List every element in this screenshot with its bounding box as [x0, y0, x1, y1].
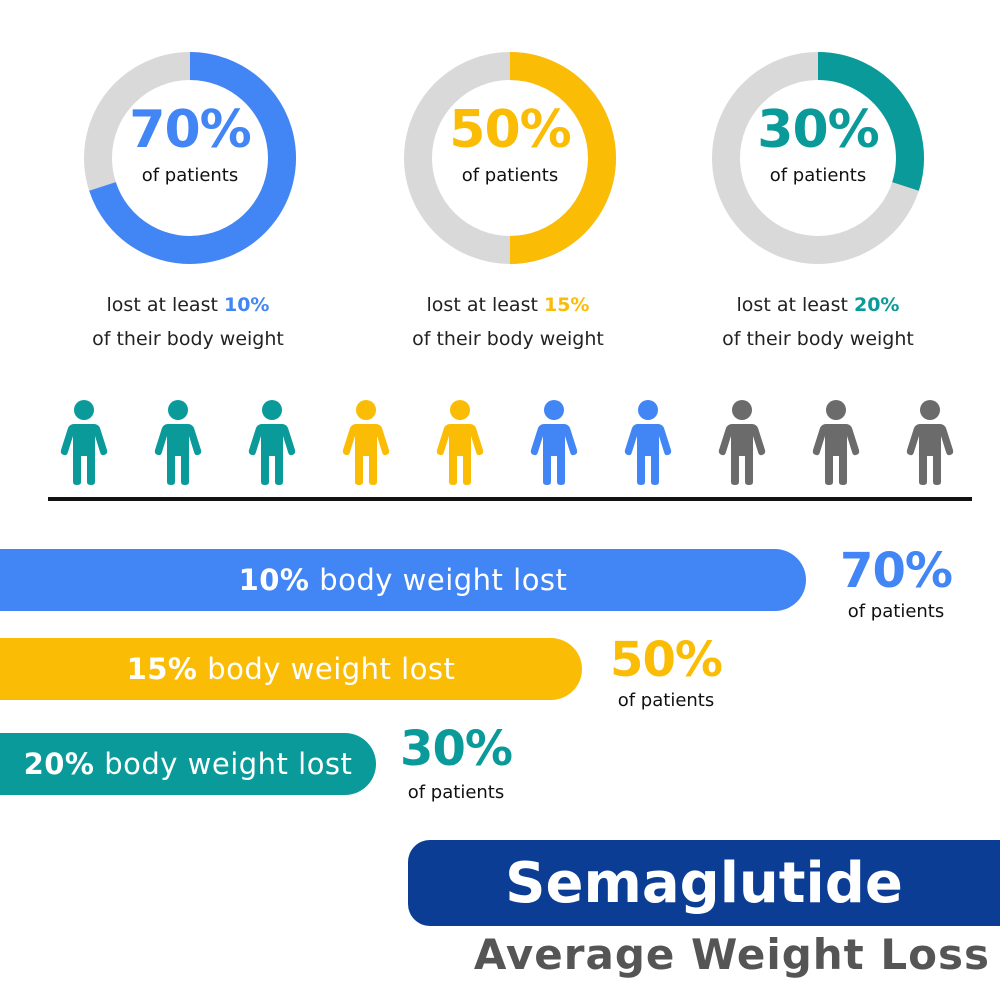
- person-icon: [624, 400, 672, 485]
- donut-percent-2: 50%: [449, 100, 571, 160]
- caption-highlight: 20%: [853, 294, 900, 316]
- bar-value-3: 30%: [400, 721, 513, 777]
- caption-line2: of their body weight: [412, 328, 604, 350]
- divider-line: [48, 497, 972, 501]
- donut-sublabel-3: of patients: [769, 165, 867, 186]
- bar-label-pct: 15%: [126, 652, 198, 686]
- caption-highlight: 15%: [543, 294, 590, 316]
- donut-ring-2: [404, 52, 616, 264]
- title-text: Semaglutide: [505, 850, 903, 916]
- donut-sublabel-2: of patients: [461, 165, 559, 186]
- donut-caption-3: lost at least 20% of their body weight: [668, 288, 968, 356]
- donut-chart-2: 50% of patients: [400, 48, 620, 268]
- person-icon: [154, 400, 202, 485]
- person-icon: [906, 400, 954, 485]
- person-icon: [342, 400, 390, 485]
- person-icon: [60, 400, 108, 485]
- bar-value-sub-1: of patients: [847, 601, 945, 622]
- caption-text: lost at least: [426, 294, 544, 316]
- bar-15pct: 15% body weight lost: [0, 638, 582, 700]
- bar-label-text: body weight lost: [309, 563, 568, 597]
- people-row: [60, 400, 954, 485]
- bar-20pct: 20% body weight lost: [0, 733, 376, 795]
- donut-slice-2: [509, 52, 616, 264]
- bar-value-sub-2: of patients: [617, 690, 715, 711]
- bar-label-pct: 20%: [23, 747, 95, 781]
- person-icon: [248, 400, 296, 485]
- person-icon: [812, 400, 860, 485]
- bar-label-text: body weight lost: [197, 652, 456, 686]
- caption-highlight: 10%: [223, 294, 270, 316]
- bar-value-2: 50%: [610, 632, 723, 688]
- person-icon: [436, 400, 484, 485]
- bar-label-pct: 10%: [238, 563, 310, 597]
- caption-text: lost at least: [106, 294, 224, 316]
- bar-10pct: 10% body weight lost: [0, 549, 806, 611]
- person-icon: [718, 400, 766, 485]
- caption-text: lost at least: [736, 294, 854, 316]
- donut-chart-3: 30% of patients: [708, 48, 928, 268]
- bar-value-1: 70%: [840, 543, 953, 599]
- donut-percent-1: 70%: [129, 100, 251, 160]
- donut-caption-2: lost at least 15% of their body weight: [358, 288, 658, 356]
- caption-line2: of their body weight: [722, 328, 914, 350]
- donut-ring-1: [84, 52, 296, 264]
- bar-value-sub-3: of patients: [407, 782, 505, 803]
- donut-sublabel-1: of patients: [141, 165, 239, 186]
- bar-label-text: body weight lost: [94, 747, 353, 781]
- page-subtitle: Average Weight Loss: [473, 930, 990, 979]
- donut-slice-3: [817, 52, 924, 191]
- donut-slice-1: [89, 52, 296, 264]
- page-title: Semaglutide: [408, 840, 1000, 926]
- donut-caption-1: lost at least 10% of their body weight: [38, 288, 338, 356]
- caption-line2: of their body weight: [92, 328, 284, 350]
- donut-chart-1: 70% of patients: [80, 48, 300, 268]
- donut-ring-3: [712, 52, 924, 264]
- donut-percent-3: 30%: [757, 100, 879, 160]
- person-icon: [530, 400, 578, 485]
